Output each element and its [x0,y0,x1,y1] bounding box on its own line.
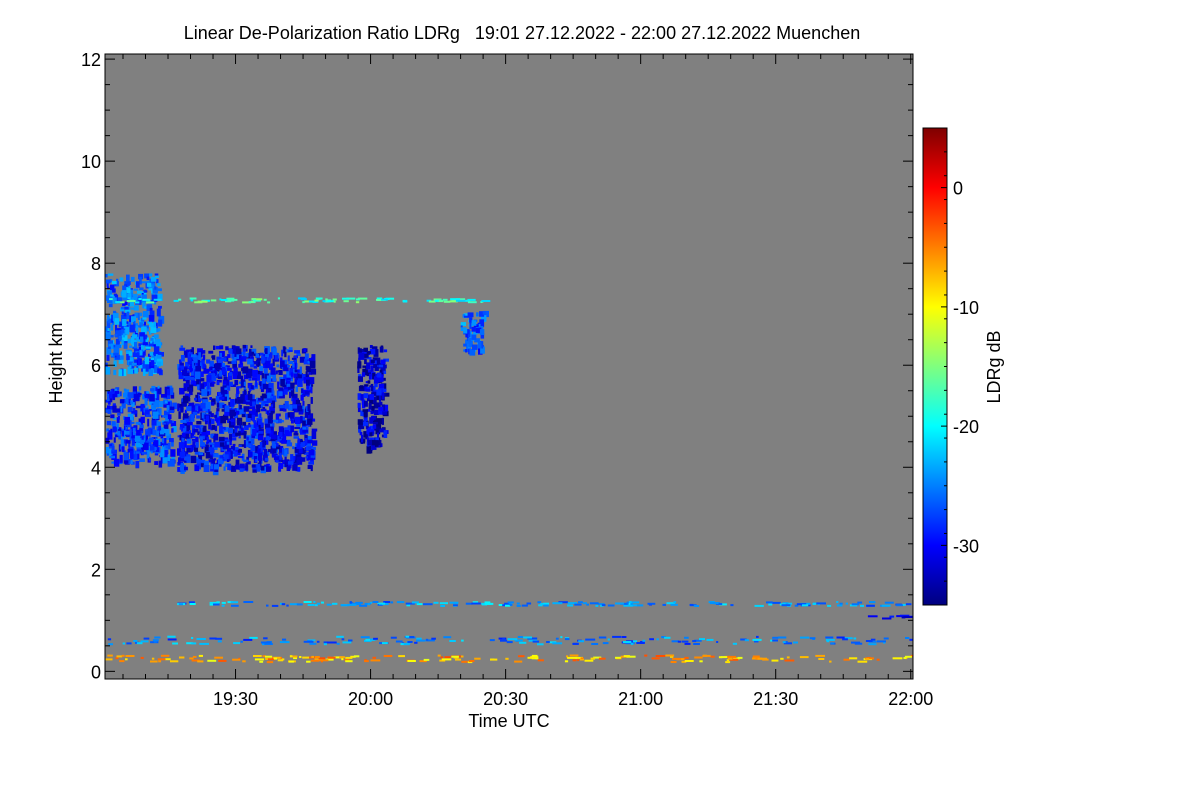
y-axis: 0 2 4 6 8 10 12 [81,50,913,682]
x-tick-label: 20:00 [348,689,393,709]
y-tick-label: 0 [91,662,101,682]
feature-lower-cloud-layer [105,385,177,469]
feature-layer-1-35-km [177,601,912,607]
y-tick-label: 10 [81,152,101,172]
y-tick-label: 6 [91,356,101,376]
feature-fall-streak-at-20-00 [357,345,390,454]
feature-layer-1-1-km [867,614,913,620]
feature-low-aerosol-layer [107,635,913,646]
colorbar [922,127,948,606]
feature-main-fall-streaks [177,344,318,476]
y-tick-label: 12 [81,50,101,70]
y-tick-label: 4 [91,458,101,478]
x-tick-label: 22:00 [888,689,933,709]
feature-upper-cirrus-plume [105,273,165,377]
plot-frame [104,53,914,680]
x-tick-label: 21:00 [618,689,663,709]
colorbar-label: LDRg dB [984,330,1004,403]
colorbar-tick-label: 0 [953,179,963,199]
chart-title: Linear De-Polarization Ratio LDRg 19:01 … [184,23,860,43]
y-axis-label: Height km [46,322,66,403]
x-axis-label: Time UTC [468,711,549,731]
colorbar-tick-label: -30 [953,536,979,556]
colorbar-tick-label: -10 [953,298,979,318]
x-tick-label: 21:30 [753,689,798,709]
feature-boundary-layer-top [105,654,913,664]
x-tick-label: 20:30 [483,689,528,709]
x-axis: 19:30 20:00 20:30 21:00 21:30 22:00 [122,54,933,709]
x-tick-label: 19:30 [213,689,258,709]
colorbar-axis: 0 -10 -20 -30 [941,127,979,606]
y-tick-label: 2 [91,560,101,580]
colorbar-tick-label: -20 [953,417,979,437]
data-layer [105,273,913,664]
feature-isolated-cirrus-20-21 [460,310,489,356]
y-tick-label: 8 [91,254,101,274]
feature-layer-7-3-km [109,297,491,304]
